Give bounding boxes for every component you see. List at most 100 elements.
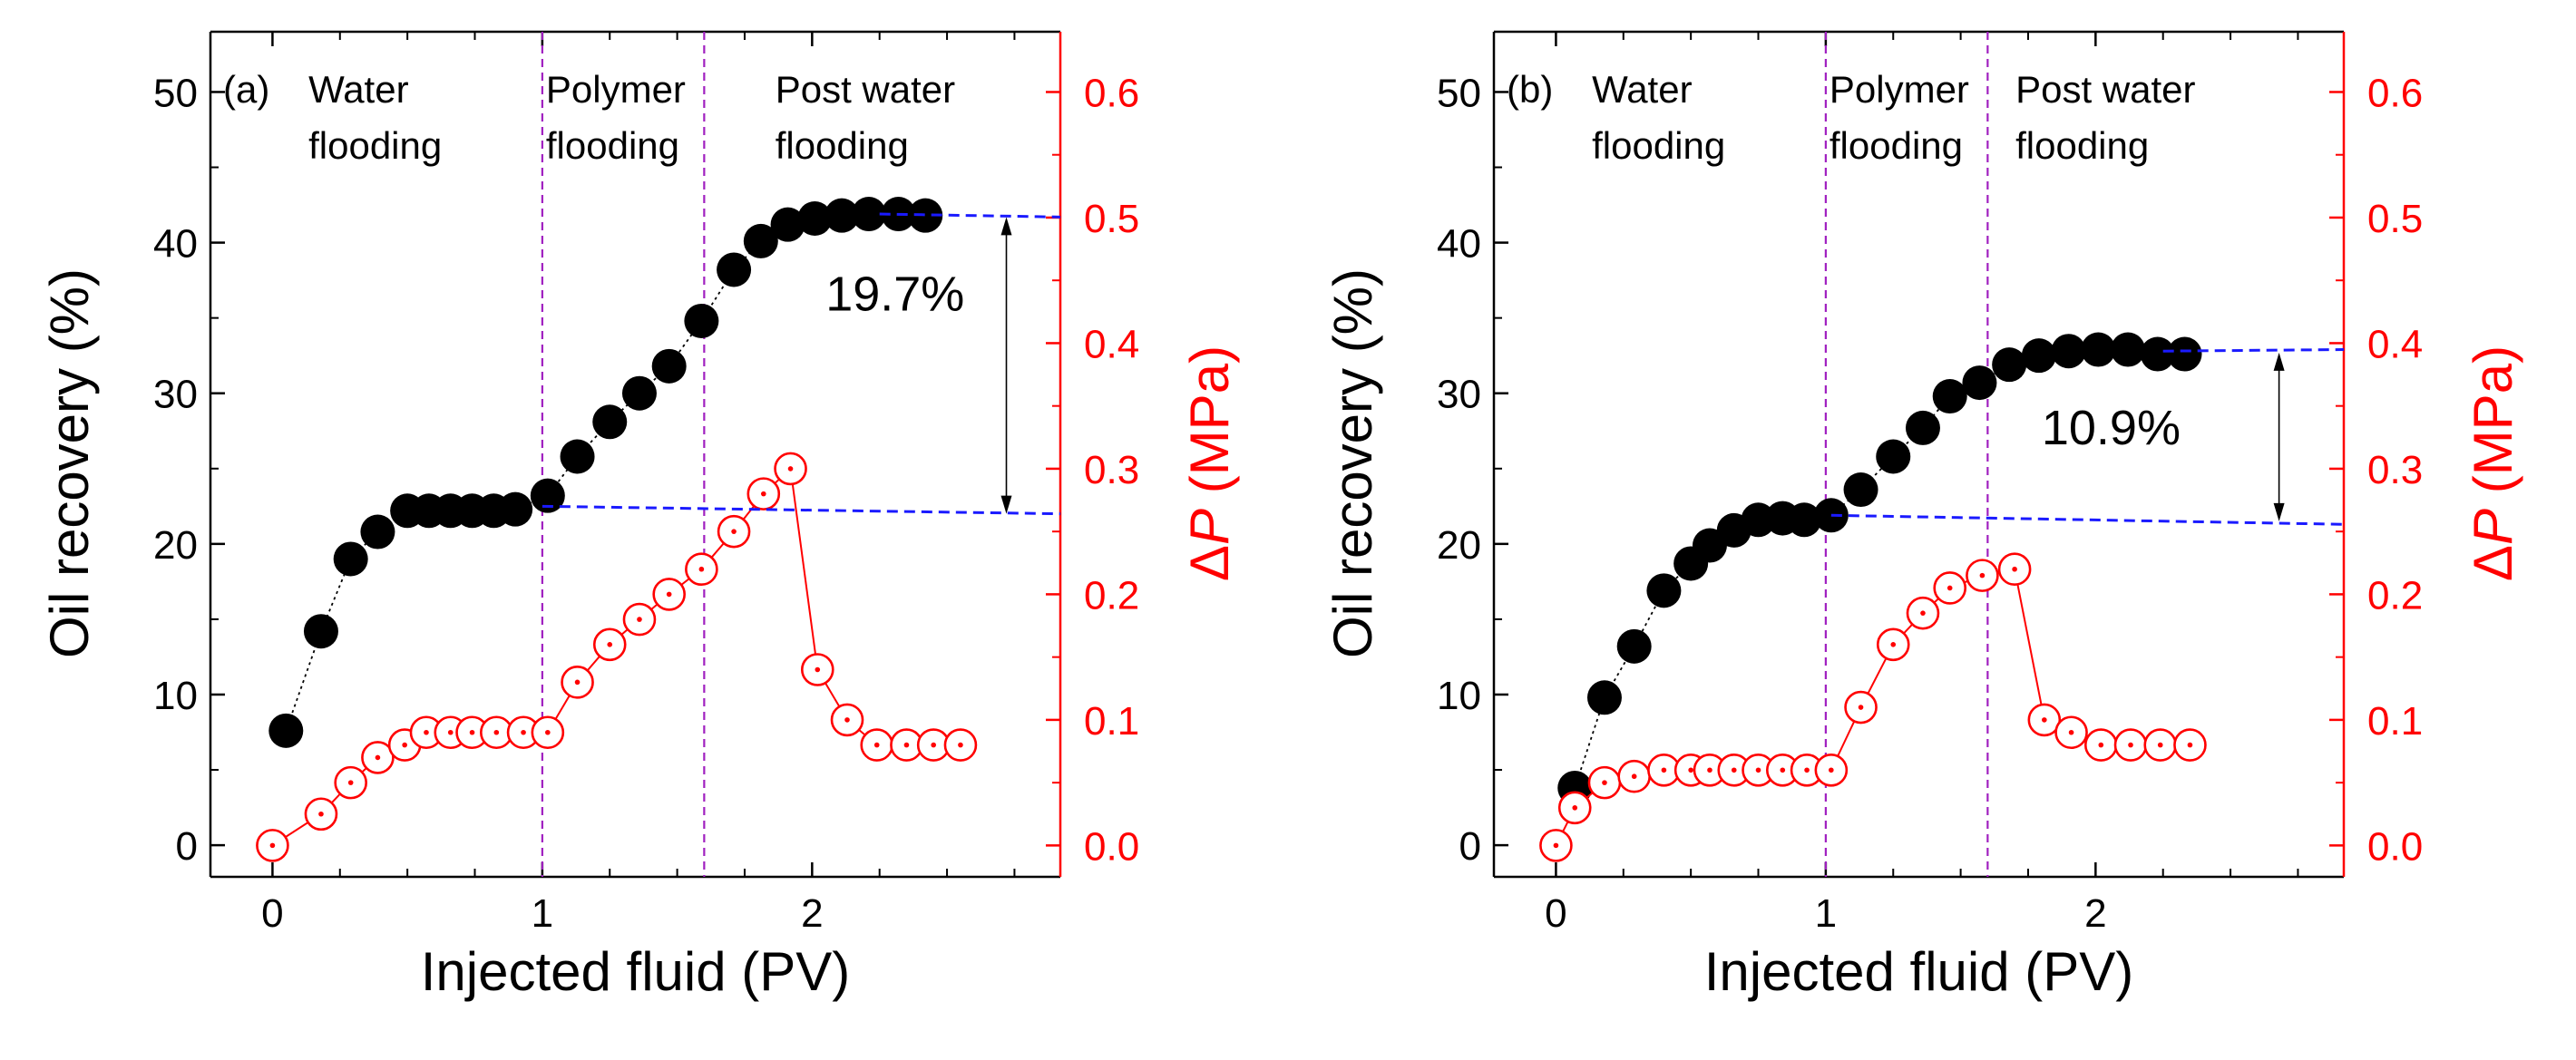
y2-tick-label: 0.2 — [1084, 573, 1139, 618]
dp-point-center — [1890, 642, 1897, 647]
dp-point-center — [574, 679, 581, 686]
y-tick-label: 10 — [153, 674, 198, 718]
reference-line — [2162, 348, 2345, 353]
stage-label-line1: Water — [1592, 68, 1692, 111]
dp-point-center — [469, 729, 475, 735]
stage-label-line1: Post water — [2015, 68, 2195, 111]
increment-arrow-head-down — [2273, 502, 2285, 521]
dp-point-center — [873, 742, 880, 748]
dp-point-center — [1829, 767, 1834, 773]
oil-recovery-point — [908, 198, 943, 233]
stage-label-line2: flooding — [1592, 124, 1725, 167]
y2-title-delta: Δ — [2463, 545, 2523, 581]
x-axis-title: Injected fluid (PV) — [421, 941, 851, 1002]
x-tick-label: 1 — [532, 891, 553, 936]
oil-recovery-point — [268, 713, 304, 748]
dp-point-center — [424, 729, 429, 735]
dp-point-center — [447, 729, 454, 735]
y2-tick-label: 0.1 — [2367, 699, 2423, 744]
y2-tick-label: 0.5 — [1084, 197, 1139, 241]
stage-label-line1: Polymer — [1830, 68, 1969, 111]
oil-recovery-point — [498, 491, 533, 527]
reference-line — [879, 212, 1061, 219]
oil-recovery-point — [825, 198, 860, 233]
oil-recovery-point — [2081, 332, 2116, 367]
oil-recovery-point — [1962, 365, 1997, 401]
y-tick-label: 0 — [176, 824, 198, 869]
y2-title-p: P — [2463, 509, 2523, 545]
dp-point-center — [2098, 742, 2104, 748]
oil-recovery-point — [1616, 628, 1652, 664]
dp-point-center — [1688, 767, 1693, 773]
dp-point-center — [787, 466, 794, 472]
oil-recovery-point — [797, 201, 833, 237]
y-tick-label: 40 — [1437, 222, 1481, 267]
oil-recovery-point — [1905, 410, 1940, 445]
oil-recovery-point — [2140, 336, 2175, 372]
reference-line — [542, 504, 1061, 516]
oil-recovery-point — [621, 375, 657, 411]
increment-arrow-head-up — [2273, 352, 2285, 371]
y2-title-p: P — [1179, 509, 1240, 545]
y2-tick-label: 0.5 — [2367, 197, 2423, 241]
dp-point-center — [269, 842, 276, 849]
dp-point-center — [375, 754, 381, 761]
dp-point-center — [958, 742, 963, 748]
dp-point-center — [1602, 780, 1607, 785]
dp-point-center — [731, 529, 737, 534]
y2-title-delta: Δ — [1179, 545, 1240, 581]
oil-recovery-point — [684, 303, 719, 338]
dp-point-center — [1631, 773, 1637, 780]
x-tick-label: 2 — [801, 891, 823, 936]
dp-point-center — [1858, 705, 1864, 710]
dp-point-center — [637, 617, 642, 622]
y-tick-label: 40 — [153, 222, 198, 267]
oil-recovery-point — [770, 207, 805, 242]
dp-point-center — [1780, 767, 1786, 773]
x-tick-label: 0 — [261, 891, 283, 936]
oil-recovery-point — [1586, 680, 1622, 715]
y2-tick-label: 0.6 — [1084, 71, 1139, 115]
y2-tick-label: 0.1 — [1084, 699, 1139, 744]
dp-point-center — [1804, 767, 1810, 773]
dp-point-center — [1979, 572, 1986, 579]
dp-point-center — [1661, 767, 1667, 773]
dp-point-center — [698, 566, 705, 572]
y2-tick-label: 0.0 — [1084, 824, 1139, 869]
stage-label-line1: Polymer — [546, 68, 686, 111]
oil-recovery-point — [1646, 573, 1682, 608]
oil-recovery-point — [560, 439, 595, 474]
dp-point-center — [760, 491, 766, 497]
oil-recovery-point — [1787, 502, 1822, 538]
chart-panel-a: 0 1 2010203040500.00.10.20.30.40.50.6Injec… — [39, 30, 1240, 1002]
y-tick-label: 50 — [153, 71, 198, 115]
dp-point-center — [493, 729, 500, 735]
y-axis-title: Oil recovery (%) — [39, 268, 100, 658]
y-tick-label: 20 — [153, 523, 198, 568]
dp-point-center — [815, 666, 821, 673]
y-tick-label: 0 — [1459, 824, 1481, 869]
y-tick-label: 30 — [153, 373, 198, 417]
oil-recovery-point — [2167, 336, 2202, 372]
stage-label-line2: flooding — [2015, 124, 2149, 167]
dp-point-center — [2128, 742, 2133, 748]
y-tick-label: 30 — [1437, 373, 1481, 417]
y-tick-label: 20 — [1437, 523, 1481, 568]
stage-label-line2: flooding — [546, 124, 679, 167]
stage-label-line2: flooding — [776, 124, 909, 167]
y2-axis-title: ΔP (MPa) — [2463, 345, 2523, 581]
reference-line — [1830, 513, 2345, 526]
chart-panel-b: 0 1 2010203040500.00.10.20.30.40.50.6Injec… — [1322, 30, 2523, 1002]
oil-recovery-point — [360, 514, 395, 549]
stage-label-line1: Water — [308, 68, 408, 111]
dp-point-center — [402, 742, 407, 748]
y-tick-label: 10 — [1437, 674, 1481, 718]
dp-point-center — [2157, 742, 2163, 748]
oil-recovery-point — [1876, 439, 1911, 474]
dp-point-center — [931, 742, 936, 748]
y2-tick-label: 0.4 — [1084, 322, 1139, 366]
oil-recovery-point — [717, 252, 752, 287]
oil-recovery-point — [1932, 379, 1967, 414]
y2-tick-label: 0.6 — [2367, 71, 2423, 115]
